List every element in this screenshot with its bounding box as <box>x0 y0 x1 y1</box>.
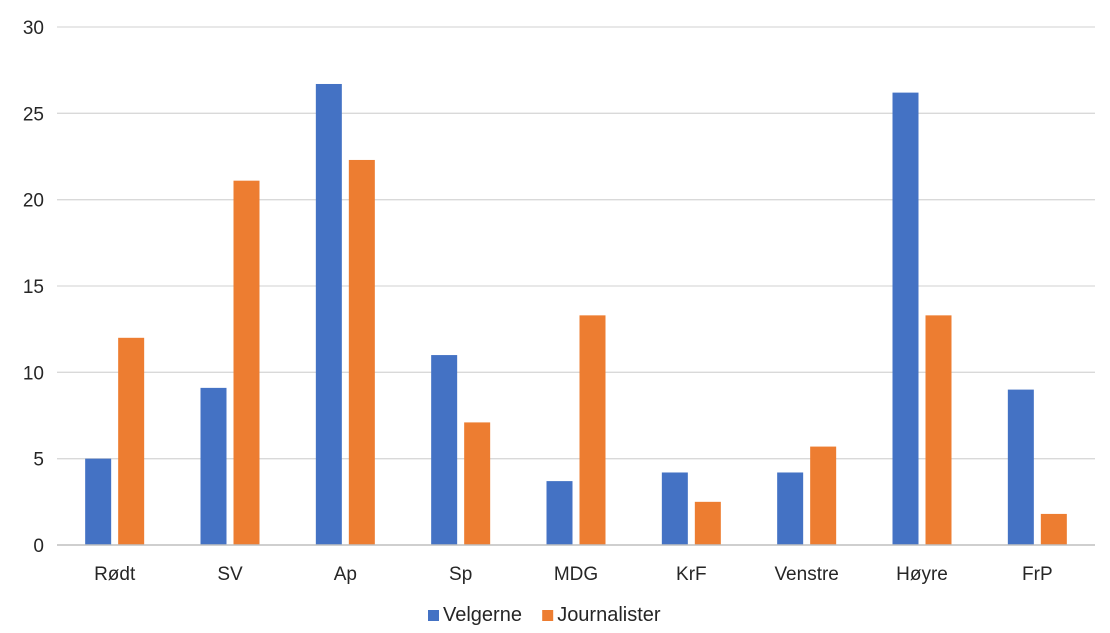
legend-swatch <box>428 610 439 621</box>
gridlines <box>57 26 1095 460</box>
bar-journalister-8 <box>1040 513 1067 545</box>
x-tick-label: Høyre <box>896 564 948 585</box>
x-tick-label: Ap <box>334 564 357 585</box>
x-tick-label: SV <box>217 564 243 585</box>
x-tick-label: Venstre <box>774 564 838 585</box>
x-tick-label: Sp <box>449 564 472 585</box>
bar-velgerne-3 <box>431 355 458 545</box>
bar-velgerne-1 <box>200 387 227 545</box>
bar-journalister-4 <box>579 315 606 545</box>
bar-velgerne-8 <box>1007 389 1034 545</box>
y-tick-label: 15 <box>23 277 44 298</box>
bar-journalister-5 <box>694 501 721 545</box>
y-tick-label: 5 <box>33 450 44 471</box>
x-tick-label: Rødt <box>94 564 136 585</box>
y-tick-label: 10 <box>23 363 44 384</box>
y-tick-label: 20 <box>23 191 44 212</box>
x-axis-tick-labels: Rødt SV Ap Sp MDG KrF Venstre Høyre FrP <box>94 564 1053 585</box>
bar-journalister-7 <box>925 315 952 545</box>
bar-velgerne-4 <box>546 481 573 545</box>
bar-velgerne-6 <box>777 472 804 545</box>
bar-journalister-6 <box>810 446 837 545</box>
bars <box>85 83 1067 545</box>
bar-velgerne-5 <box>661 472 688 545</box>
x-tick-label: MDG <box>554 564 598 585</box>
y-axis-tick-labels: 0 5 10 15 20 25 30 <box>23 18 44 557</box>
bar-journalister-2 <box>348 159 375 545</box>
bar-journalister-1 <box>233 180 260 545</box>
bar-journalister-3 <box>464 422 491 545</box>
legend-item-velgerne: Velgerne <box>428 604 522 626</box>
bar-velgerne-0 <box>85 458 112 545</box>
legend-label: Journalister <box>557 604 661 626</box>
bar-journalister-0 <box>118 337 145 545</box>
x-tick-label: KrF <box>676 564 707 585</box>
y-tick-label: 30 <box>23 18 44 39</box>
legend-item-journalister: Journalister <box>542 604 661 626</box>
legend-swatch <box>542 610 554 621</box>
y-tick-label: 25 <box>23 104 44 125</box>
bar-velgerne-2 <box>315 83 342 545</box>
bar-velgerne-7 <box>892 92 919 545</box>
y-tick-label: 0 <box>33 536 44 557</box>
legend: Velgerne Journalister <box>428 604 661 626</box>
x-tick-label: FrP <box>1022 564 1053 585</box>
legend-label: Velgerne <box>443 604 522 626</box>
